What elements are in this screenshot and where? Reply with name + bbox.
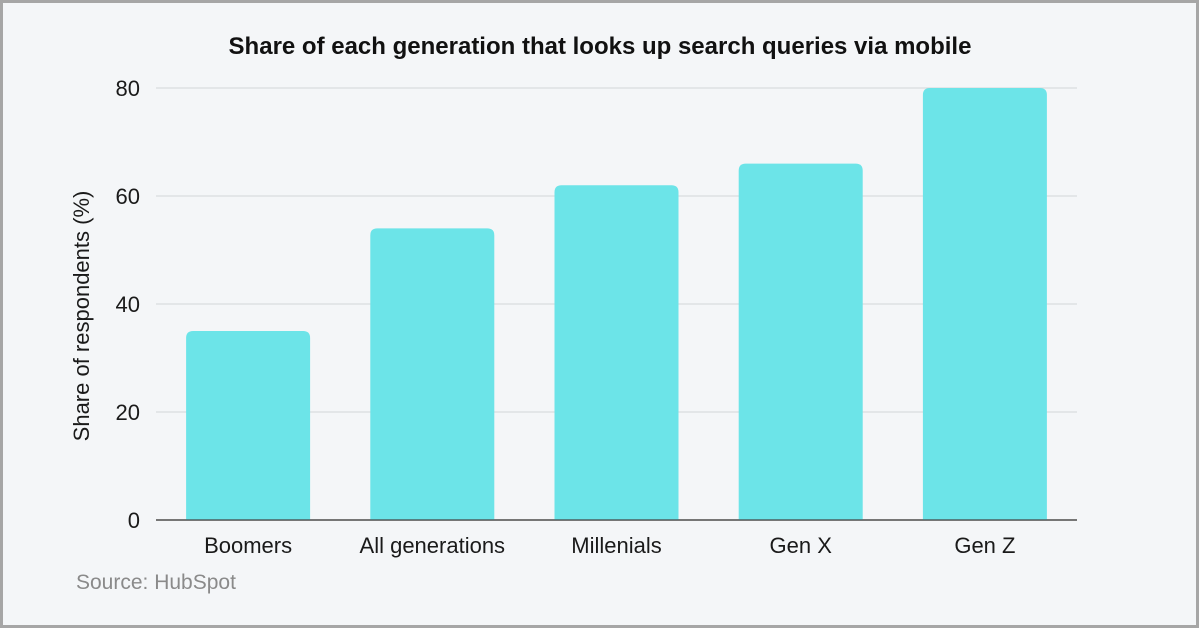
y-tick-label: 80 (116, 76, 140, 101)
chart-title: Share of each generation that looks up s… (229, 33, 972, 60)
x-tick-label: Gen Z (954, 533, 1015, 558)
bar-all-generations (370, 228, 495, 520)
bars (156, 88, 1077, 521)
x-tick-label: Boomers (204, 533, 292, 558)
bar-chart: Share of each generation that looks up s… (69, 33, 1077, 594)
y-tick-label: 40 (116, 292, 140, 317)
x-axis-ticks: Boomers All generations Millenials Gen X Gen… (204, 533, 1015, 558)
y-tick-label: 60 (116, 184, 140, 209)
bar-gen-z (922, 88, 1047, 520)
bar-boomers (186, 331, 311, 520)
y-tick-label: 0 (128, 508, 140, 533)
y-tick-label: 20 (116, 400, 140, 425)
bar-millenials (554, 185, 679, 520)
x-tick-label: Millenials (571, 533, 661, 558)
source-note: Source: HubSpot (76, 571, 236, 594)
y-axis-ticks: 0 20 40 60 80 (116, 76, 140, 533)
x-tick-label: Gen X (770, 533, 833, 558)
x-tick-label: All generations (360, 533, 506, 558)
bar-gen-x (738, 163, 863, 520)
y-axis-label: Share of respondents (%) (69, 191, 94, 442)
